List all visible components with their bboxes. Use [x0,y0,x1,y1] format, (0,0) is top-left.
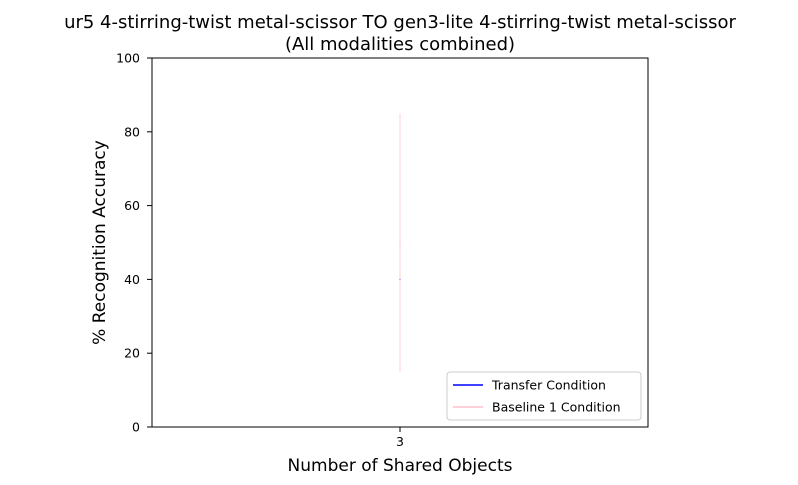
y-tick-label: 60 [124,198,140,213]
y-tick-label: 80 [124,124,140,139]
y-axis-tick-labels: 0 20 40 60 80 100 [116,51,140,435]
chart-title-line2: (All modalities combined) [285,34,515,55]
y-tick-label: 40 [124,272,140,287]
data-marks [399,113,401,372]
x-axis-label: Number of Shared Objects [288,456,513,476]
point-baseline-1-condition [399,241,401,244]
y-axis-label: % Recognition Accuracy [90,140,110,345]
legend-label-baseline1: Baseline 1 Condition [492,400,621,415]
x-tick-label: 3 [396,434,404,449]
y-tick-label: 100 [116,51,140,66]
y-axis-ticks [147,57,152,428]
legend: Transfer Condition Baseline 1 Condition [446,371,642,421]
legend-label-transfer: Transfer Condition [491,378,606,393]
y-tick-label: 0 [132,420,140,435]
legend-box [446,371,642,421]
y-tick-label: 20 [124,346,140,361]
chart-title-line1: ur5 4-stirring-twist metal-scissor TO ge… [64,12,736,33]
